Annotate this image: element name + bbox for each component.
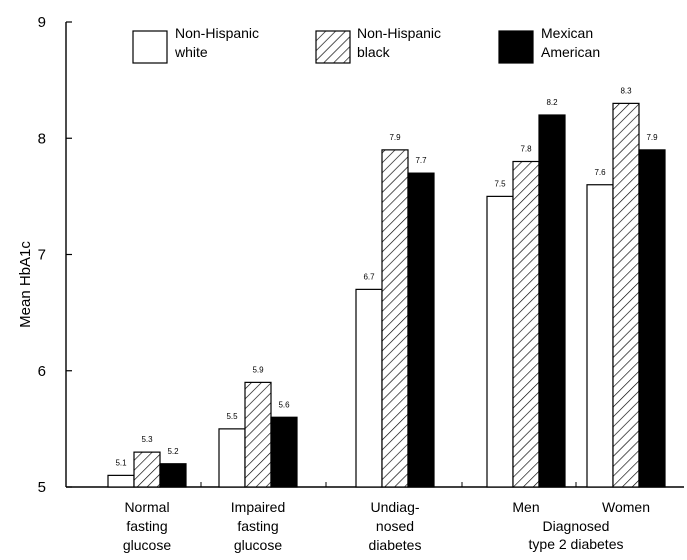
bar	[270, 416, 298, 488]
bar-value-label: 7.7	[415, 156, 427, 165]
bar	[407, 172, 435, 488]
bar	[586, 184, 614, 488]
legend-label: Non-Hispanic	[357, 25, 441, 41]
category-label: fasting	[237, 518, 278, 534]
y-axis-label: Mean HbA1c	[17, 241, 34, 328]
category-label: Men	[512, 499, 539, 515]
y-tick-label: 6	[38, 363, 46, 380]
bar-value-label: 8.3	[620, 86, 632, 95]
category-label: Women	[602, 499, 650, 515]
legend: Non-Hispanic white Non-Hispanic black Mexica…	[132, 25, 600, 64]
legend-label: Mexican	[541, 25, 593, 41]
category-label: Undiag-	[370, 499, 419, 515]
bar	[133, 451, 161, 488]
y-tick-label: 9	[38, 14, 46, 31]
legend-label: white	[174, 44, 208, 60]
y-tick-label: 7	[38, 247, 46, 264]
legend-swatch	[498, 30, 534, 64]
category-label: diabetes	[369, 537, 422, 553]
legend-label: black	[357, 44, 391, 60]
bars: 5.1 5.3 5.2 5.5 5.9 5.6 6.7 7.9 7.7 7.5 7.8 8.2 7.6 8…	[107, 86, 666, 488]
group-label: type 2 diabetes	[529, 536, 624, 552]
category-label: fasting	[126, 518, 167, 534]
bar	[486, 195, 514, 488]
legend-swatch	[132, 30, 168, 64]
bar-value-label: 5.3	[141, 435, 153, 444]
legend-label: American	[541, 44, 600, 60]
bar	[638, 149, 666, 488]
category-label: Normal	[124, 499, 169, 515]
category-label: glucose	[234, 537, 282, 553]
bar-value-label: 7.9	[389, 133, 401, 142]
bar-value-label: 6.7	[363, 272, 375, 281]
bar-value-label: 5.6	[278, 400, 290, 409]
bar-value-label: 5.5	[226, 412, 238, 421]
bar-value-label: 7.9	[646, 133, 658, 142]
bar	[159, 463, 187, 488]
bar	[107, 474, 135, 488]
bar	[538, 114, 566, 488]
bar-value-label: 7.5	[494, 179, 506, 188]
legend-label: Non-Hispanic	[175, 25, 259, 41]
category-label: glucose	[123, 537, 171, 553]
bar-value-label: 5.9	[252, 365, 264, 374]
axes: 5 6 7 8 9 Mean HbA1c Normal fasting glucose Impai…	[17, 14, 684, 553]
bar	[244, 381, 272, 488]
bar	[381, 149, 409, 488]
category-label: nosed	[376, 518, 414, 534]
group-label: Diagnosed	[543, 518, 610, 534]
bar	[355, 288, 383, 488]
bar-value-label: 5.2	[167, 447, 179, 456]
category-label: Impaired	[231, 499, 285, 515]
bar-value-label: 5.1	[115, 458, 127, 467]
bar	[218, 428, 246, 488]
bar-value-label: 7.8	[520, 145, 532, 154]
bar-value-label: 8.2	[546, 98, 558, 107]
bar	[512, 160, 540, 488]
y-tick-label: 5	[38, 479, 46, 496]
legend-swatch	[315, 30, 351, 64]
bar-value-label: 7.6	[594, 168, 606, 177]
bar	[612, 102, 640, 488]
y-tick-label: 8	[38, 130, 46, 147]
